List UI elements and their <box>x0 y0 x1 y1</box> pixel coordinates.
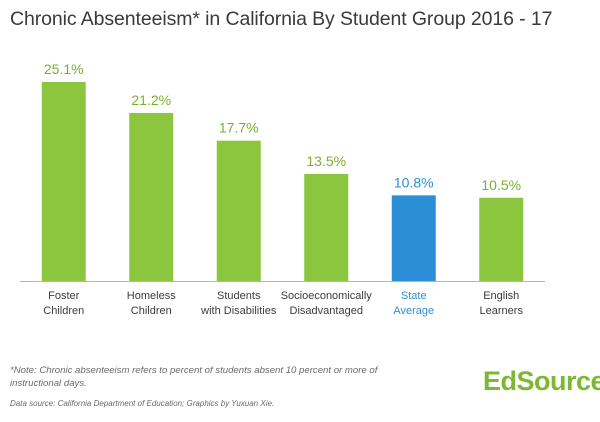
bar-value-label: 10.8% <box>394 174 434 190</box>
bar <box>391 195 436 281</box>
edsource-logo: EdSource <box>483 366 600 396</box>
category-label: State <box>401 290 427 302</box>
bar-value-label: 13.5% <box>306 153 346 169</box>
bar-value-label: 17.7% <box>219 120 259 136</box>
category-label: Foster <box>48 290 80 302</box>
bar <box>129 112 174 281</box>
category-label: Disadvantaged <box>290 305 363 317</box>
bar <box>304 173 349 281</box>
bar-chart: 25.1% Foster Children 21.2% Homeless Children… <box>20 61 545 317</box>
bar-value-label: 25.1% <box>44 61 84 77</box>
bar <box>479 197 524 281</box>
category-label: Children <box>131 305 172 317</box>
bar <box>41 82 86 281</box>
category-label: Socioeconomically <box>281 290 373 302</box>
category-label: Average <box>393 305 434 317</box>
chart-title: Chronic Absenteeism* in California By St… <box>10 8 553 30</box>
category-label: Learners <box>480 305 524 317</box>
category-label: Students <box>217 290 261 302</box>
category-label: with Disabilities <box>200 305 277 317</box>
bar-value-label: 10.5% <box>481 177 521 193</box>
bar-value-label: 21.2% <box>131 92 171 108</box>
footnote: *Note: Chronic absenteeism refers to per… <box>10 365 378 389</box>
bar <box>216 140 261 281</box>
data-source-note: Data source: California Department of Ed… <box>10 399 275 408</box>
category-label: Children <box>43 305 84 317</box>
category-label: English <box>483 290 519 302</box>
category-label: Homeless <box>127 290 176 302</box>
